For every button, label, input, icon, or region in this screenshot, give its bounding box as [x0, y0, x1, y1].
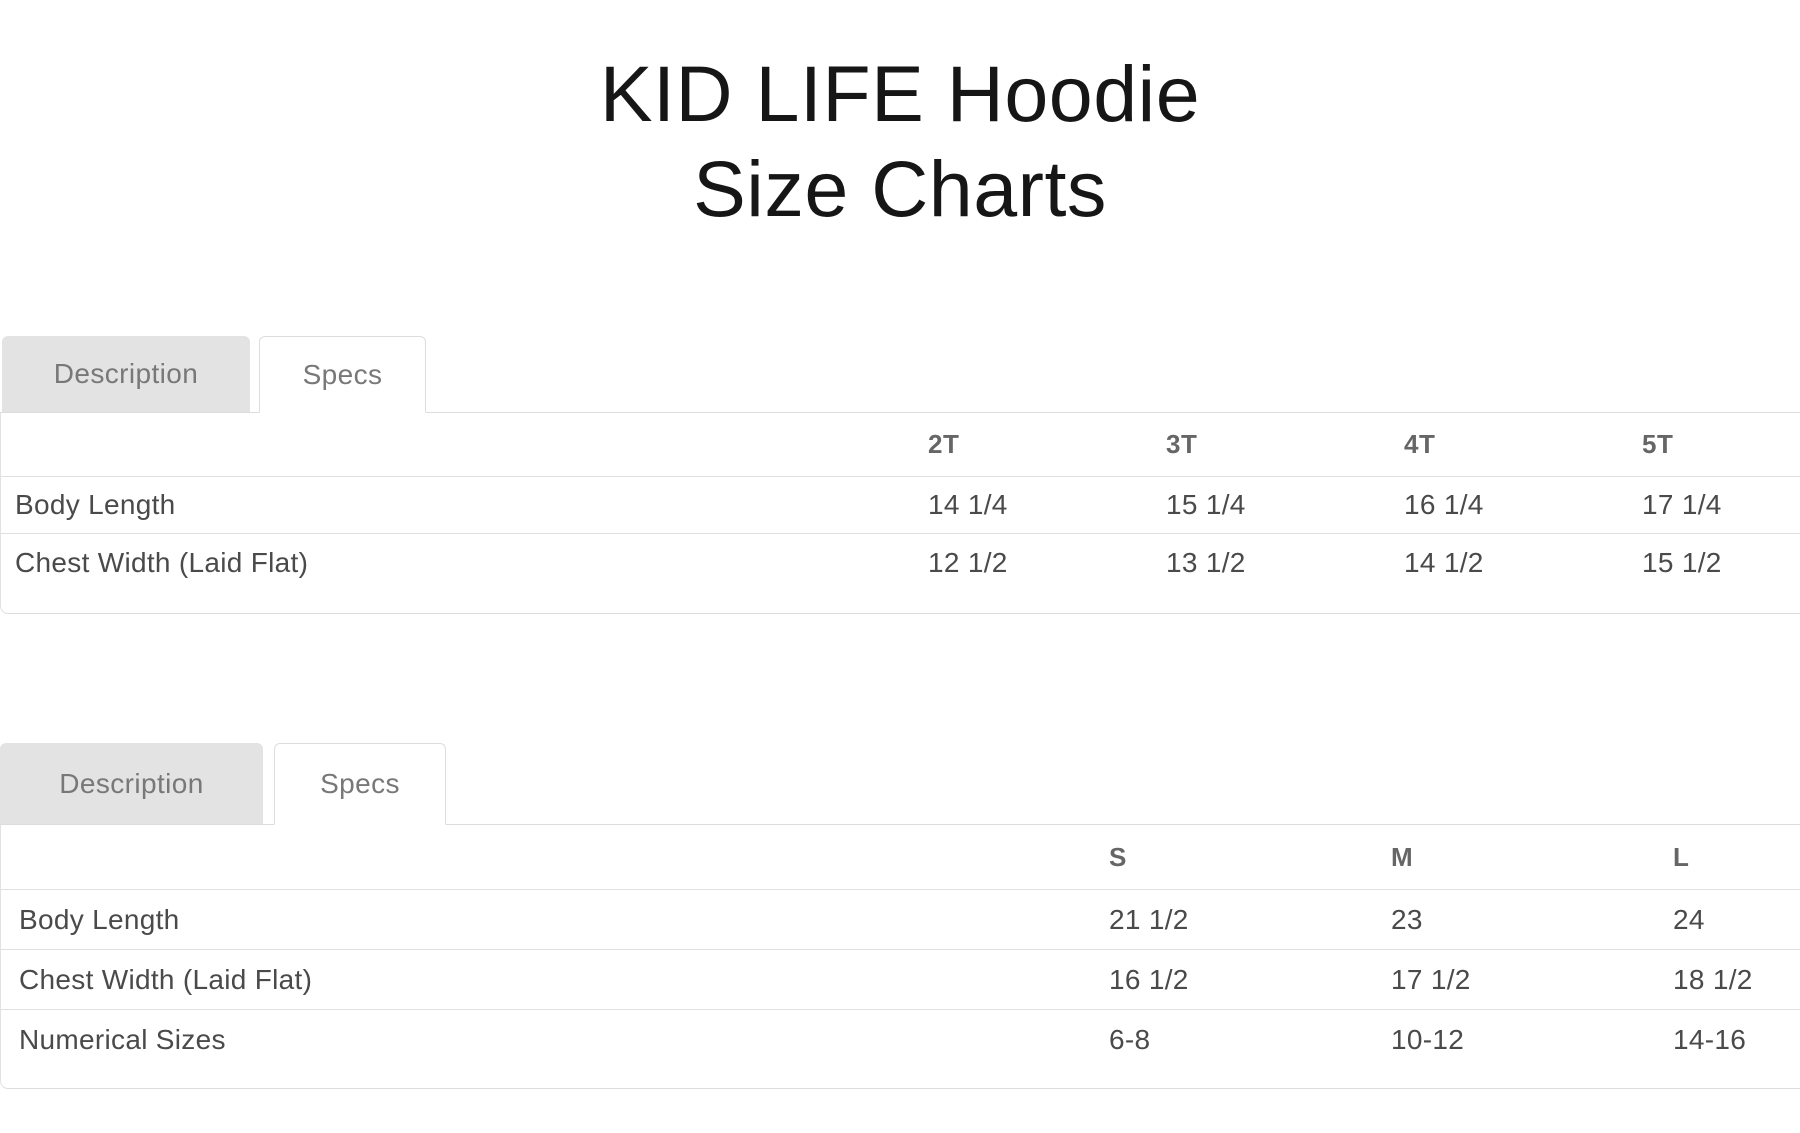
spec-value: 14-16: [1673, 1024, 1747, 1055]
spec-value: 15 1/4: [1166, 489, 1246, 520]
spec-value: 21 1/2: [1109, 903, 1189, 935]
spec-row-label: Chest Width (Laid Flat): [19, 963, 313, 995]
size-column-header: 3T: [1166, 429, 1198, 459]
tabbar: Description Specs: [0, 743, 1800, 825]
spec-value: 23: [1391, 903, 1423, 935]
spec-value: 16 1/2: [1109, 963, 1189, 995]
spec-value: 14 1/4: [928, 489, 1008, 520]
table-header-row: 2T 3T 4T 5T: [1, 413, 1800, 477]
spec-row-label: Chest Width (Laid Flat): [15, 546, 309, 578]
spec-value: 17 1/2: [1391, 963, 1471, 995]
spec-value: 12 1/2: [928, 546, 1008, 578]
size-column-header: 4T: [1404, 429, 1436, 459]
table-row: Body Length 21 1/2 23 24: [1, 890, 1800, 950]
page-title-line2: Size Charts: [693, 144, 1107, 233]
spec-value: 14 1/2: [1404, 546, 1484, 578]
tab-specs[interactable]: Specs: [259, 336, 426, 413]
page-title-line1: KID LIFE Hoodie: [599, 49, 1201, 138]
spec-row-label: Body Length: [19, 903, 180, 935]
spec-table-panel: 2T 3T 4T 5T Body Length 14 1/4 15 1/4 16 1/4 17 …: [0, 413, 1800, 614]
spec-value: 17 1/4: [1642, 489, 1722, 520]
tab-description[interactable]: Description: [0, 743, 263, 824]
spec-value: 10-12: [1391, 1024, 1465, 1055]
table-row: Numerical Sizes 6-8 10-12 14-16: [1, 1010, 1800, 1070]
spec-value: 18 1/2: [1673, 963, 1753, 995]
size-column-header: L: [1673, 841, 1690, 872]
page-title: KID LIFE Hoodie Size Charts: [0, 46, 1800, 236]
spec-value: 16 1/4: [1404, 489, 1484, 520]
tab-specs[interactable]: Specs: [274, 743, 446, 825]
size-chart-section-youth: Description Specs S M L Body Length 21 1/2 23 2…: [0, 743, 1800, 1089]
spec-row-label: Numerical Sizes: [19, 1024, 226, 1055]
spec-value: 13 1/2: [1166, 546, 1246, 578]
table-row: Chest Width (Laid Flat) 16 1/2 17 1/2 18 1/…: [1, 950, 1800, 1010]
size-column-header: 5T: [1642, 429, 1674, 459]
size-chart-section-toddler: Description Specs 2T 3T 4T 5T Body Length 14 1…: [0, 336, 1800, 614]
tabbar: Description Specs: [0, 336, 1800, 413]
spec-value: 6-8: [1109, 1024, 1151, 1055]
spec-value: 15 1/2: [1642, 546, 1722, 578]
spec-table-panel: S M L Body Length 21 1/2 23 24 Chest Width (Lai…: [0, 825, 1800, 1089]
size-column-header: M: [1391, 841, 1414, 872]
spec-value: 24: [1673, 903, 1705, 935]
table-row: Chest Width (Laid Flat) 12 1/2 13 1/2 14 1/…: [1, 534, 1800, 591]
spec-row-label: Body Length: [15, 489, 176, 520]
table-row: Body Length 14 1/4 15 1/4 16 1/4 17 1/4: [1, 477, 1800, 534]
size-column-header: 2T: [928, 429, 960, 459]
size-column-header: S: [1109, 841, 1127, 872]
tab-description[interactable]: Description: [2, 336, 250, 412]
